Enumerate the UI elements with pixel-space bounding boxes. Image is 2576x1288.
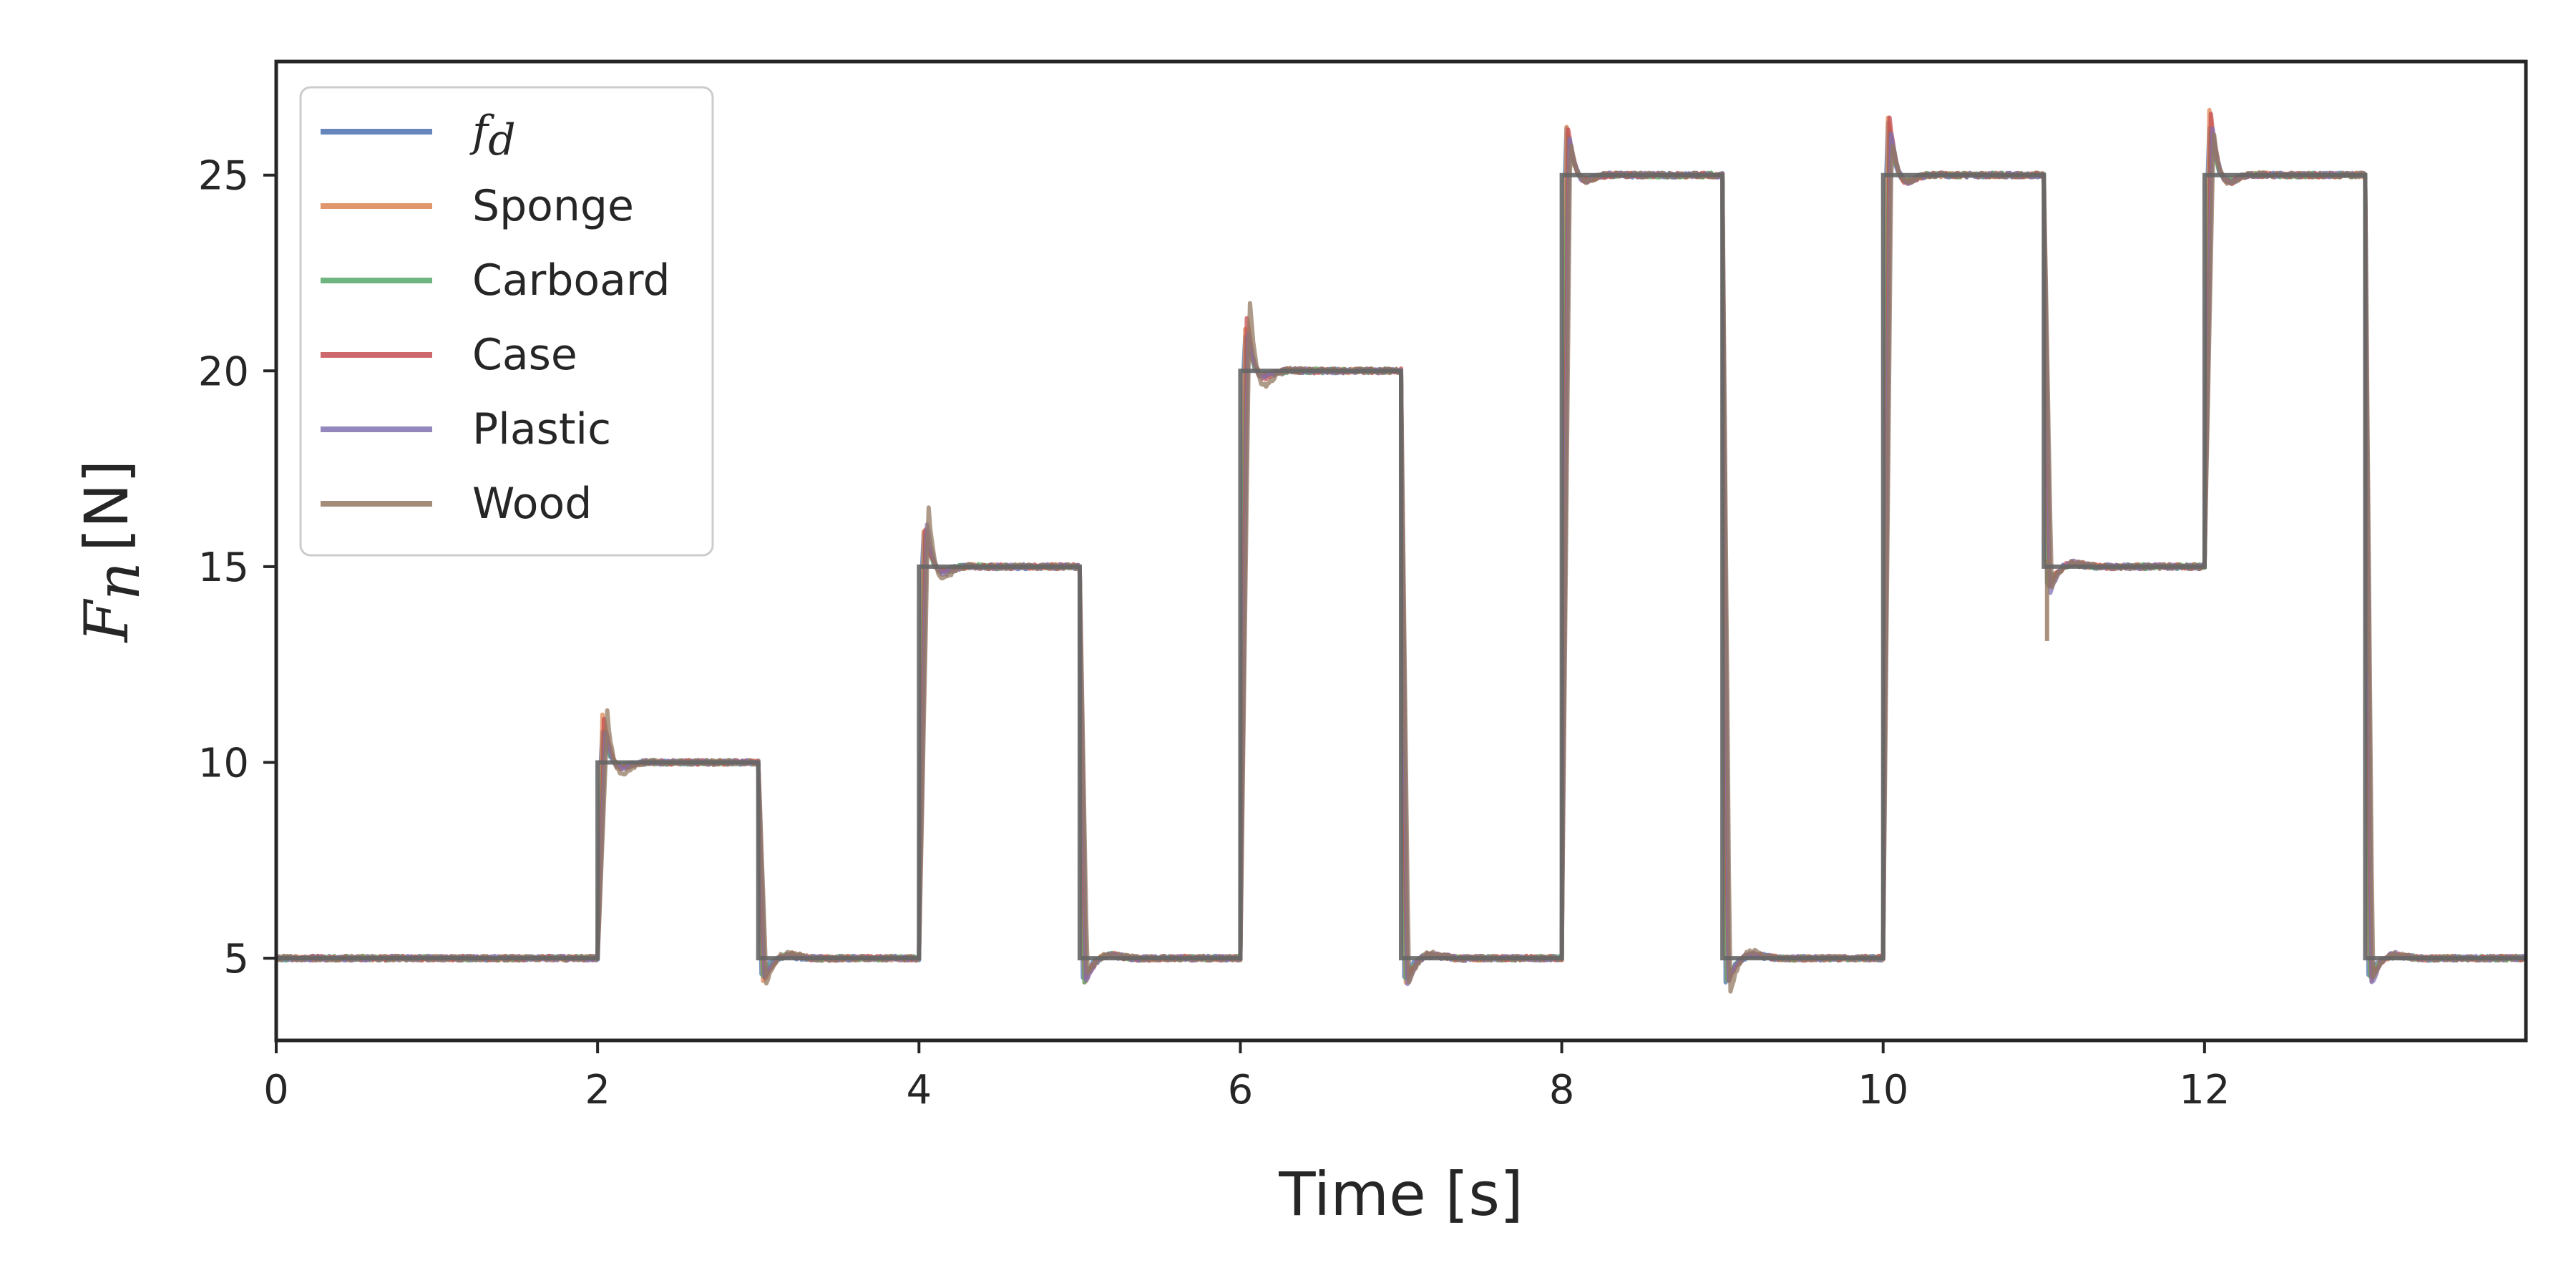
x-tick-label: 4 (906, 1067, 932, 1113)
y-axis: 5 10 15 20 25 (198, 153, 276, 982)
legend-label: Sponge (472, 181, 634, 231)
legend-label-subscript: d (488, 115, 515, 165)
legend-label: fd (469, 107, 516, 165)
y-axis-label-unit: [N] (72, 460, 142, 552)
x-tick-label: 12 (2179, 1067, 2230, 1113)
y-tick-label: 5 (223, 936, 249, 982)
legend-label: Wood (472, 479, 592, 529)
x-tick-label: 10 (1858, 1067, 1908, 1113)
x-tick-label: 2 (585, 1067, 610, 1113)
legend-label: Case (472, 330, 577, 380)
legend-item: Carboard (321, 255, 670, 306)
legend-item: Plastic (321, 404, 611, 454)
legend-item: Sponge (321, 181, 634, 231)
legend-item: Wood (321, 479, 592, 529)
setpoint-overlay-line (276, 172, 2526, 961)
legend: fd Sponge Carboard Case Plastic Wood (299, 86, 714, 557)
legend-label: Plastic (472, 404, 611, 454)
y-tick-label: 20 (198, 348, 249, 395)
y-axis-label-subscript: n (83, 562, 153, 600)
x-axis: 0 2 4 6 8 10 12 (263, 1040, 2230, 1113)
x-tick-label: 0 (263, 1067, 289, 1113)
y-tick-label: 10 (198, 740, 249, 786)
x-axis-label: Time [s] (1278, 1159, 1523, 1229)
y-axis-label: Fn [N] (72, 460, 153, 644)
y-axis-label-symbol: F (72, 598, 142, 643)
series-layer (276, 107, 2526, 994)
legend-label: Carboard (472, 255, 670, 306)
y-tick-label: 15 (198, 545, 249, 591)
x-tick-label: 6 (1228, 1067, 1254, 1113)
legend-item: Case (321, 330, 577, 380)
x-tick-label: 8 (1549, 1067, 1575, 1113)
svg-text:Fn[N]: Fn [N] (72, 460, 153, 644)
plot-area-frame (274, 59, 2528, 1043)
legend-item: fd (321, 107, 516, 165)
y-tick-label: 25 (198, 153, 249, 200)
